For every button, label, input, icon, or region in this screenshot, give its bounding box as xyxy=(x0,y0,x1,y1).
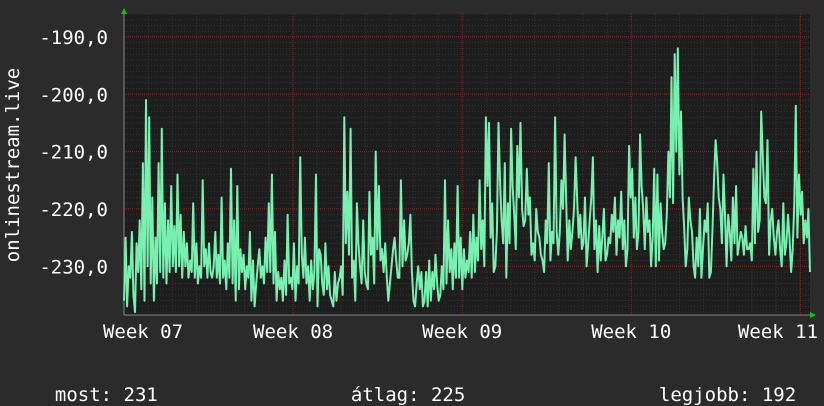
y-tick-label: -220,0 xyxy=(39,199,108,221)
footer-current-label: most: xyxy=(54,384,113,406)
x-tick-labels: Week 07 Week 08 Week 09 Week 10 Week 11 xyxy=(103,321,818,343)
y-axis-label: onlinestream.live xyxy=(2,68,24,262)
y-tick-label: -230,0 xyxy=(39,256,108,278)
y-axis-arrow-icon xyxy=(121,8,127,14)
x-tick-label: Week 11 xyxy=(738,321,818,343)
x-tick-label: Week 08 xyxy=(253,321,333,343)
y-tick-label: -200,0 xyxy=(39,84,108,106)
x-axis-arrow-icon xyxy=(810,312,816,318)
footer-best-value: 192 xyxy=(761,384,797,406)
footer-average-value: 225 xyxy=(430,384,466,406)
x-tick-label: Week 09 xyxy=(422,321,502,343)
x-tick-label: Week 07 xyxy=(103,321,183,343)
footer-current: most: 231 xyxy=(32,362,158,406)
y-tick-label: -190,0 xyxy=(39,27,108,49)
x-tick-label: Week 10 xyxy=(591,321,671,343)
y-tick-label: -210,0 xyxy=(39,142,108,164)
footer-best-label: legjobb: xyxy=(658,384,751,406)
footer-average-label: átlag: xyxy=(350,384,420,406)
footer-current-value: 231 xyxy=(123,384,158,406)
series-line xyxy=(123,47,811,314)
footer-average: átlag: 225 xyxy=(328,362,465,406)
footer-best: legjobb: 192 xyxy=(636,362,796,406)
y-tick-labels: -190,0 -200,0 -210,0 -220,0 -230,0 xyxy=(39,27,108,278)
